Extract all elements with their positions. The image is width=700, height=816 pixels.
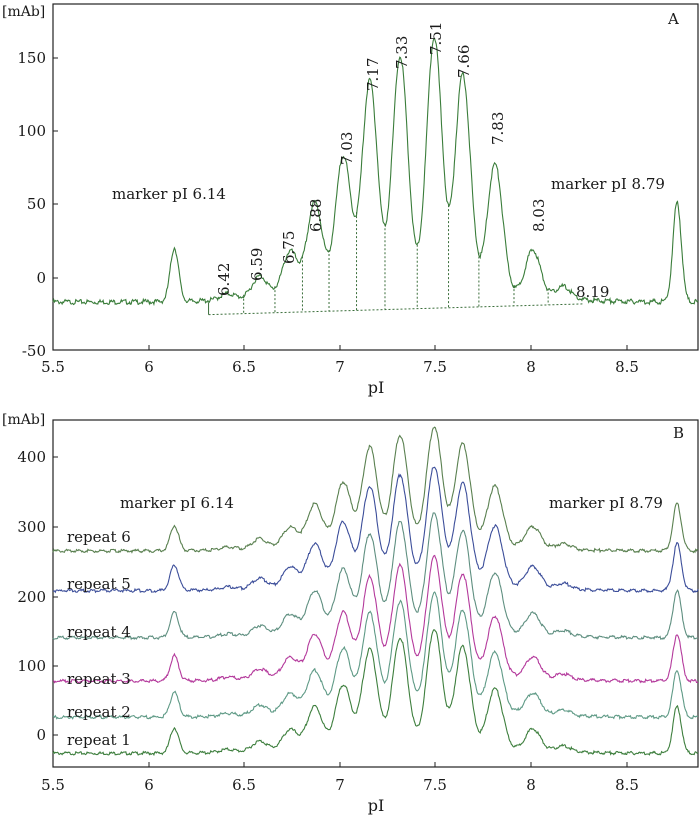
- panel-b-marker-label-right: marker pI 8.79: [549, 494, 663, 512]
- panel-b-y-tick-label: 100: [17, 657, 46, 675]
- panel-a-peak-labels: 6.42 6.59 6.75 6.88 7.03 7.17 7.33 7.51 …: [215, 22, 609, 301]
- panel-a-x-tick-label: 7: [335, 358, 345, 376]
- panel-b-trace-repeat-5: [52, 466, 699, 594]
- panel-b-y-tick-label: 400: [17, 448, 46, 466]
- panel-b-trace-repeat-4: [52, 512, 699, 641]
- panel-b-y-tick-label: 0: [36, 726, 46, 744]
- panel-a-y-tick-label: 100: [17, 122, 46, 140]
- repeat-label: repeat 3: [67, 670, 131, 688]
- panel-a-y-tick-label: -50: [22, 342, 46, 360]
- panel-a-y-tick-label: 0: [36, 269, 46, 287]
- peak-label: 7.83: [489, 112, 507, 145]
- peak-label: 7.66: [455, 45, 473, 78]
- peak-label: 6.75: [280, 231, 298, 264]
- panel-a-unit-label: [mAb]: [2, 4, 45, 20]
- peak-label: 7.33: [393, 36, 411, 69]
- panel-b-x-tick-label: 6.5: [232, 776, 256, 794]
- peak-label: 7.17: [364, 58, 382, 91]
- repeat-label: repeat 5: [67, 575, 131, 593]
- panel-b-x-tick-label: 8.5: [615, 776, 639, 794]
- repeat-label: repeat 4: [67, 623, 131, 641]
- panel-b-trace-repeat-2: [52, 591, 698, 720]
- peak-label: 6.88: [307, 199, 325, 232]
- repeat-label: repeat 2: [67, 703, 131, 721]
- panel-b-unit-label: [mAb]: [2, 412, 45, 428]
- panel-b-repeat-labels: repeat 6 repeat 5 repeat 4 repeat 3 repe…: [67, 528, 131, 749]
- panel-b: [mAb] B 400 300 200 100 0 5.5 6 6.5 7 7.…: [2, 412, 699, 815]
- panel-a-y-tick-label: 150: [17, 49, 46, 67]
- panel-b-marker-label-left: marker pI 6.14: [120, 494, 234, 512]
- panel-b-frame: [52, 419, 699, 768]
- panel-a-x-tick-label: 8.5: [615, 358, 639, 376]
- panel-b-trace-repeat-1: [52, 628, 699, 757]
- repeat-label: repeat 1: [67, 731, 131, 749]
- panel-b-x-tick-label: 5.5: [41, 776, 65, 794]
- panel-a-trace: [52, 37, 699, 307]
- panel-a-x-axis-title: pI: [368, 378, 385, 397]
- panel-a-marker-label-right: marker pI 8.79: [551, 175, 665, 193]
- panel-a-frame: [52, 3, 699, 351]
- panel-b-x-axis: 5.5 6 6.5 7 7.5 8 8.5: [41, 762, 639, 794]
- panel-b-x-tick-label: 7.5: [423, 776, 447, 794]
- panel-a-letter: A: [667, 10, 679, 28]
- panel-a-x-tick-label: 6.5: [232, 358, 256, 376]
- panel-b-y-axis: 400 300 200 100 0: [17, 448, 58, 744]
- panel-a-integration-baseline: [208, 303, 585, 316]
- panel-b-y-tick-label: 200: [17, 588, 46, 606]
- panel-a-x-tick-label: 7.5: [423, 358, 447, 376]
- panel-b-x-axis-title: pI: [368, 796, 385, 815]
- panel-a-x-tick-label: 5.5: [41, 358, 65, 376]
- panel-b-x-tick-label: 7: [335, 776, 345, 794]
- repeat-label: repeat 6: [67, 528, 131, 546]
- peak-label: 7.51: [427, 22, 445, 55]
- panel-a-x-axis: 5.5 6 6.5 7 7.5 8 8.5: [41, 345, 639, 376]
- panel-b-letter: B: [673, 424, 684, 442]
- peak-label: 8.03: [530, 199, 548, 232]
- panel-a-y-axis: 150 100 50 0 -50: [17, 49, 58, 360]
- peak-label: 6.42: [215, 263, 233, 296]
- peak-label: 6.59: [248, 248, 266, 281]
- panel-a-x-tick-label: 8: [526, 358, 536, 376]
- peak-label: 7.03: [338, 132, 356, 165]
- panel-a-plot-area: [52, 37, 699, 316]
- panel-b-trace-repeat-3: [52, 554, 699, 684]
- panel-b-trace-repeat-6: [52, 426, 699, 554]
- panel-a-marker-label-left: marker pI 6.14: [112, 185, 226, 203]
- panel-a-x-tick-label: 6: [144, 358, 154, 376]
- panel-a: [mAb] A 150 100 50 0 -50 5.5 6 6.5 7 7.5…: [2, 3, 699, 397]
- panel-b-plot-area: [52, 426, 699, 757]
- panel-b-x-tick-label: 6: [144, 776, 154, 794]
- peak-label: 8.19: [576, 283, 609, 301]
- panel-b-y-tick-label: 300: [17, 518, 46, 536]
- panel-b-x-tick-label: 8: [526, 776, 536, 794]
- panel-a-y-tick-label: 50: [27, 195, 46, 213]
